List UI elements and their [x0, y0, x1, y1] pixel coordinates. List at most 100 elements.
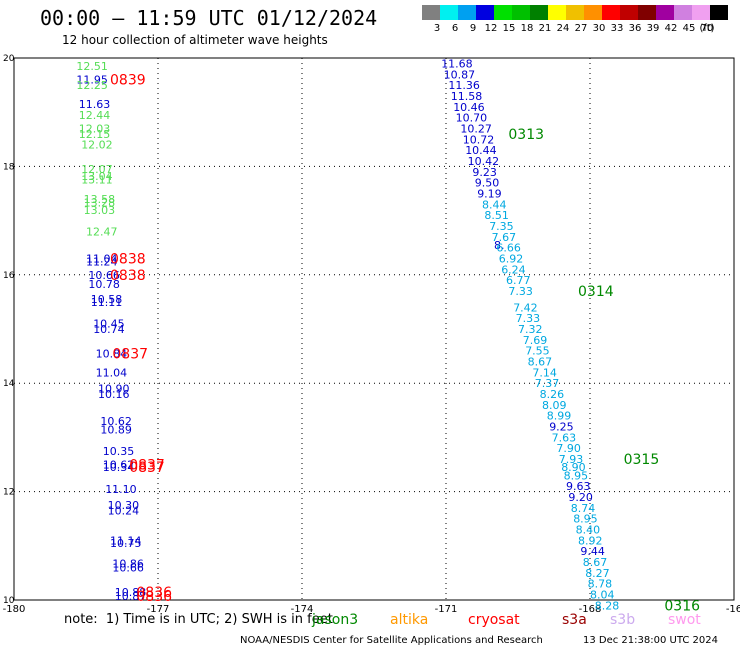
plot-frame	[13, 57, 735, 601]
x-tick-label: -168	[579, 604, 602, 615]
mission-s3a: s3a	[562, 612, 587, 628]
swh-value-label: 10.72	[463, 133, 495, 146]
swh-value-label: 11.11	[91, 296, 123, 309]
swh-value-label: 10.90	[98, 383, 130, 396]
pass-time-label: 0837	[112, 346, 148, 362]
legend-label: 70	[700, 23, 714, 34]
credit-text: NOAA/NESDIS Center for Satellite Applica…	[240, 635, 543, 646]
swh-value-label: 7.32	[518, 323, 543, 336]
y-tick-label: 10	[3, 596, 15, 606]
legend-label: 33	[610, 23, 624, 34]
swh-value-label: 8.78	[588, 578, 613, 591]
swh-value-label: 13.04	[81, 170, 113, 183]
swh-value-label: 10.75	[110, 537, 142, 550]
legend-swatch	[656, 5, 674, 20]
swh-value-label: 10.45	[93, 318, 125, 331]
legend-swatch	[566, 5, 584, 20]
legend-swatch	[440, 5, 458, 20]
swh-value-label: 8.09	[542, 399, 567, 412]
chart-subtitle: 12 hour collection of altimeter wave hei…	[62, 33, 328, 47]
swh-value-label: 10.62	[103, 459, 135, 472]
swh-value-label: 8.40	[576, 524, 601, 537]
swh-value-label: 11.36	[448, 79, 480, 92]
y-tick-label: 18	[3, 162, 15, 172]
swh-value-label: 10.89	[100, 423, 131, 436]
legend-label: 12	[484, 23, 498, 34]
legend-label: 36	[628, 23, 642, 34]
swh-value-label: 7.42	[513, 301, 538, 314]
swh-value-label: 7.14	[532, 366, 557, 379]
swh-value-label: 13.58	[84, 193, 116, 206]
swh-value-label: 10.88	[115, 586, 147, 599]
legend-label: 30	[592, 23, 606, 34]
swh-value-label: 9.44	[580, 545, 605, 558]
legend-swatch	[620, 5, 638, 20]
swh-value-label: 8.	[494, 239, 505, 252]
swh-value-label: 6.24	[501, 263, 526, 276]
swh-value-label: 12.02	[81, 139, 113, 152]
swh-value-label: 11.63	[79, 98, 111, 111]
legend-swatch	[602, 5, 620, 20]
swh-value-label: 10.58	[91, 293, 123, 306]
swh-value-label: 10.74	[93, 323, 125, 336]
mission-altika: altika	[390, 612, 429, 628]
swh-value-label: 7.35	[489, 220, 514, 233]
swh-value-label: 8.44	[482, 198, 507, 211]
footnote: note: 1) Time is in UTC; 2) SWH is in fe…	[64, 612, 333, 627]
swh-value-label: 9.63	[566, 480, 591, 493]
y-tick-label: 14	[3, 379, 15, 389]
swh-value-label: 7.93	[559, 453, 584, 466]
swh-value-label: 10.78	[88, 278, 120, 291]
legend-label: 6	[451, 23, 459, 34]
swh-value-label: 13.11	[81, 173, 113, 186]
swh-value-label: 7.69	[523, 334, 548, 347]
swh-value-label: 6.77	[506, 274, 531, 287]
page-title: 00:00 — 11:59 UTC 01/12/2024	[40, 6, 378, 30]
swh-value-label: 8.67	[583, 556, 608, 569]
swh-value-label: 11.14	[110, 534, 142, 547]
y-tick-label: 20	[3, 54, 15, 64]
swh-value-label: 10.84	[96, 347, 128, 360]
swh-value-label: 8.67	[528, 356, 553, 369]
swh-value-label: 10.30	[108, 499, 140, 512]
legend-label: 3	[433, 23, 441, 34]
legend-swatch	[458, 5, 476, 20]
swh-value-label: 7.37	[535, 377, 560, 390]
legend-unit: (ft)	[699, 23, 715, 34]
legend-label: 39	[646, 23, 660, 34]
x-tick-label: -171	[435, 604, 458, 615]
swh-value-label: 8.90	[561, 461, 586, 474]
pass-time-label: 0836	[136, 589, 172, 605]
pass-time-label: 0836	[136, 585, 172, 601]
x-tick-label: -180	[3, 604, 26, 615]
swh-value-label: 11.10	[105, 483, 137, 496]
swh-value-label: 8.27	[585, 567, 610, 580]
swh-value-label: 11.58	[451, 90, 483, 103]
x-tick-label: -177	[147, 604, 170, 615]
legend-swatch	[512, 5, 530, 20]
swh-value-label: 7.90	[556, 442, 581, 455]
pass-time-label: 0838	[110, 252, 146, 268]
swh-value-label: 9.20	[568, 491, 593, 504]
legend-label: 24	[556, 23, 570, 34]
swh-value-label: 8.51	[484, 209, 509, 222]
swh-value-label: 7.33	[508, 285, 533, 298]
swh-value-label: 12.44	[79, 109, 111, 122]
legend-swatch	[422, 5, 440, 20]
swh-value-label: 8.26	[540, 388, 565, 401]
swh-value-label: 8.95	[564, 469, 589, 482]
swh-value-label: 7.67	[492, 231, 516, 244]
swh-value-label: 10.70	[456, 112, 488, 125]
pass-time-label: 0839	[110, 73, 146, 89]
swh-value-label: 11.24	[86, 255, 118, 268]
legend-label: 18	[520, 23, 534, 34]
swh-value-label: 10.66	[88, 269, 120, 282]
swh-value-label: 9.19	[477, 188, 502, 201]
pass-time-label: 0316	[664, 598, 700, 614]
swh-value-label: 8.74	[571, 502, 596, 515]
swh-value-label: 10.62	[100, 415, 131, 428]
x-tick-label: -174	[291, 604, 314, 615]
swh-value-label: 10.42	[468, 155, 500, 168]
swh-value-label: 11.68	[441, 57, 473, 70]
